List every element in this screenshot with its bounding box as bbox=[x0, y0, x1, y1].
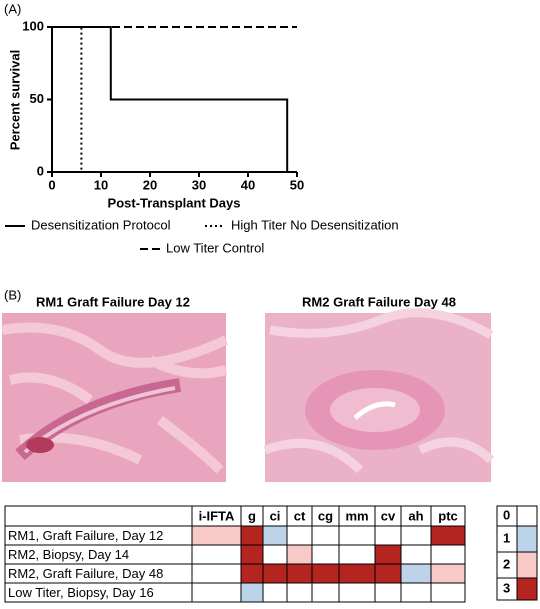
score-cell bbox=[286, 582, 313, 603]
score-cell bbox=[374, 582, 402, 603]
column-header: ah bbox=[408, 508, 423, 523]
x-axis-label: Post-Transplant Days bbox=[108, 195, 241, 210]
score-cell bbox=[286, 563, 313, 584]
column-header: mm bbox=[345, 508, 368, 523]
score-cell bbox=[240, 544, 264, 565]
column-header: ptc bbox=[438, 508, 458, 523]
y-tick-label: 100 bbox=[22, 18, 44, 33]
image-title: RM1 Graft Failure Day 12 bbox=[36, 294, 190, 309]
scale-key-label: 3 bbox=[503, 580, 510, 595]
x-tick-label: 0 bbox=[48, 177, 55, 192]
legend-label: Desensitization Protocol bbox=[31, 217, 171, 232]
score-cell bbox=[262, 582, 288, 603]
panel-label: (B) bbox=[4, 287, 21, 302]
micrograph bbox=[1, 313, 229, 482]
score-cell bbox=[338, 563, 376, 584]
x-tick-label: 40 bbox=[241, 177, 255, 192]
score-cell bbox=[338, 525, 376, 546]
image-title: RM2 Graft Failure Day 48 bbox=[302, 294, 456, 309]
x-tick-label: 50 bbox=[290, 177, 304, 192]
column-header: g bbox=[248, 508, 256, 523]
score-cell bbox=[430, 563, 466, 584]
scale-key-color bbox=[516, 577, 538, 601]
score-cell bbox=[430, 544, 466, 565]
score-cell bbox=[240, 563, 264, 584]
survival-line bbox=[52, 26, 289, 172]
score-cell bbox=[191, 525, 242, 546]
score-cell bbox=[400, 525, 432, 546]
panel-label: (A) bbox=[4, 1, 21, 16]
score-cell bbox=[262, 525, 288, 546]
score-cell bbox=[430, 525, 466, 546]
score-cell bbox=[191, 582, 242, 603]
column-header: ci bbox=[270, 508, 281, 523]
y-tick-label: 50 bbox=[30, 91, 44, 106]
x-tick-label: 10 bbox=[94, 177, 108, 192]
score-cell bbox=[311, 582, 340, 603]
score-cell bbox=[400, 563, 432, 584]
column-header: i-IFTA bbox=[199, 508, 235, 523]
score-cell bbox=[311, 525, 340, 546]
score-cell bbox=[374, 525, 402, 546]
score-cell bbox=[400, 544, 432, 565]
score-cell bbox=[262, 544, 288, 565]
row-label: RM2, Graft Failure, Day 48 bbox=[8, 566, 163, 581]
scale-key-color bbox=[516, 525, 538, 553]
legend-label: Low Titer Control bbox=[166, 240, 264, 255]
score-cell bbox=[240, 525, 264, 546]
score-cell bbox=[286, 544, 313, 565]
x-tick-label: 20 bbox=[143, 177, 157, 192]
row-label: RM2, Biopsy, Day 14 bbox=[8, 547, 129, 562]
score-cell bbox=[374, 544, 402, 565]
micrograph bbox=[263, 308, 495, 482]
score-cell bbox=[430, 582, 466, 603]
legend-label: High Titer No Desensitization bbox=[231, 217, 399, 232]
score-cell bbox=[191, 544, 242, 565]
survival-line bbox=[52, 26, 83, 172]
x-tick-label: 30 bbox=[192, 177, 206, 192]
scale-key-label: 2 bbox=[503, 556, 510, 571]
table-border bbox=[4, 505, 466, 603]
score-cell bbox=[240, 582, 264, 603]
scale-key-color bbox=[516, 551, 538, 579]
scale-key-label: 1 bbox=[503, 530, 510, 545]
score-cell bbox=[262, 563, 288, 584]
score-cell bbox=[374, 563, 402, 584]
row-label: RM1, Graft Failure, Day 12 bbox=[8, 528, 163, 543]
score-cell bbox=[338, 582, 376, 603]
score-cell bbox=[191, 563, 242, 584]
scale-key-label: 0 bbox=[503, 507, 510, 522]
score-cell bbox=[338, 544, 376, 565]
row-label: Low Titer, Biopsy, Day 16 bbox=[8, 585, 154, 600]
y-axis-label: Percent survival bbox=[7, 50, 22, 150]
scale-key-color bbox=[516, 505, 538, 527]
score-cell bbox=[311, 563, 340, 584]
column-header: ct bbox=[294, 508, 306, 523]
y-tick-label: 0 bbox=[37, 163, 44, 178]
score-cell bbox=[311, 544, 340, 565]
column-header: cv bbox=[381, 508, 396, 523]
score-cell bbox=[400, 582, 432, 603]
column-header: cg bbox=[318, 508, 333, 523]
score-cell bbox=[286, 525, 313, 546]
